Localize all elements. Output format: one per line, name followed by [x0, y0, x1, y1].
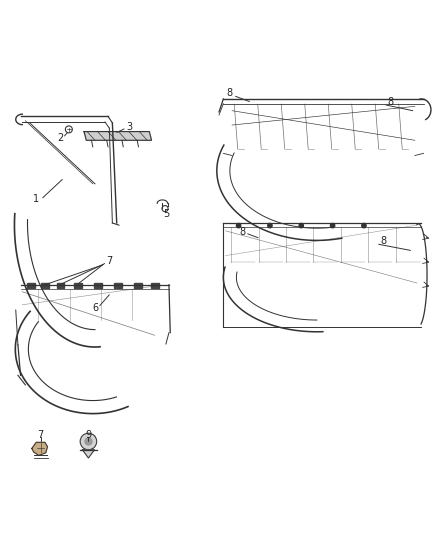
Bar: [74, 282, 82, 288]
Text: 9: 9: [85, 430, 92, 440]
Text: 5: 5: [164, 209, 170, 219]
Circle shape: [330, 223, 335, 228]
Text: 8: 8: [381, 236, 387, 246]
Text: 6: 6: [92, 303, 98, 313]
Bar: [134, 282, 142, 288]
Bar: [94, 282, 102, 288]
Circle shape: [237, 223, 241, 228]
Text: 8: 8: [240, 227, 246, 237]
Circle shape: [268, 223, 272, 228]
Text: 1: 1: [33, 194, 39, 204]
Circle shape: [85, 438, 92, 445]
Polygon shape: [84, 132, 152, 140]
Text: 8: 8: [227, 88, 233, 98]
Bar: [57, 282, 64, 288]
Text: 7: 7: [106, 256, 113, 266]
Circle shape: [299, 223, 304, 228]
Polygon shape: [32, 442, 47, 455]
Circle shape: [80, 433, 97, 450]
Text: 7: 7: [37, 430, 44, 440]
Text: 3: 3: [127, 122, 133, 132]
Polygon shape: [82, 450, 95, 458]
Bar: [41, 282, 49, 288]
Bar: [114, 282, 122, 288]
Circle shape: [362, 223, 366, 228]
Text: 2: 2: [57, 133, 63, 143]
Bar: [151, 282, 159, 288]
Text: 8: 8: [388, 97, 394, 107]
Bar: [27, 282, 35, 288]
